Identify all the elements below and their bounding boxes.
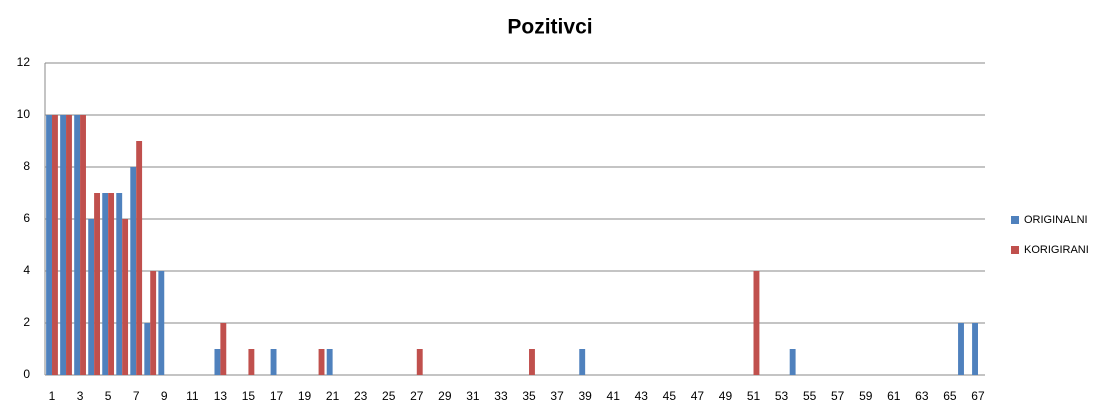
x-tick-label: 7 — [133, 389, 140, 403]
bar — [318, 349, 325, 375]
x-tick-label: 13 — [214, 389, 228, 403]
bar — [248, 349, 255, 375]
y-tick-label: 4 — [23, 263, 30, 277]
x-tick-label: 43 — [635, 389, 649, 403]
bar — [529, 349, 535, 375]
bar — [122, 219, 129, 375]
y-tick-label: 6 — [23, 211, 30, 225]
bar — [88, 219, 95, 375]
x-tick-label: 31 — [466, 389, 480, 403]
bar — [789, 349, 796, 375]
x-tick-label: 39 — [578, 389, 592, 403]
x-tick-label: 53 — [775, 389, 789, 403]
x-tick-label: 17 — [270, 389, 284, 403]
bar — [52, 115, 58, 375]
bar — [972, 323, 978, 375]
x-tick-label: 25 — [382, 389, 396, 403]
bar — [94, 193, 100, 375]
x-tick-label: 1 — [49, 389, 56, 403]
x-tick-label: 55 — [803, 389, 817, 403]
bar — [66, 115, 72, 375]
x-tick-label: 23 — [354, 389, 368, 403]
x-tick-label: 11 — [186, 389, 199, 403]
x-tick-label: 61 — [887, 389, 901, 403]
y-tick-label: 0 — [23, 367, 30, 381]
legend-swatch — [1011, 246, 1019, 254]
x-tick-label: 15 — [242, 389, 256, 403]
y-tick-label: 2 — [23, 315, 30, 329]
x-tick-label: 45 — [663, 389, 677, 403]
y-tick-label: 12 — [17, 55, 31, 69]
x-tick-label: 57 — [831, 389, 845, 403]
bar — [116, 193, 123, 375]
bar — [136, 141, 143, 375]
legend-label: ORIGINALNI — [1024, 214, 1088, 226]
chart-title: Pozitivci — [507, 16, 592, 39]
x-tick-label: 67 — [971, 389, 985, 403]
bar — [150, 271, 157, 375]
bar — [60, 115, 67, 375]
y-tick-label: 8 — [23, 159, 30, 173]
bar — [214, 349, 221, 375]
x-tick-label: 9 — [161, 389, 168, 403]
x-tick-label: 3 — [77, 389, 84, 403]
x-tick-label: 59 — [859, 389, 873, 403]
x-tick-label: 41 — [607, 389, 621, 403]
x-tick-label: 65 — [943, 389, 957, 403]
bar — [579, 349, 586, 375]
bar — [958, 323, 964, 375]
x-tick-label: 49 — [719, 389, 733, 403]
bar — [102, 193, 109, 375]
x-tick-label: 19 — [298, 389, 312, 403]
bar — [416, 349, 423, 375]
x-tick-label: 21 — [326, 389, 340, 403]
x-tick-label: 63 — [915, 389, 929, 403]
bar — [326, 349, 333, 375]
x-tick-label: 51 — [747, 389, 761, 403]
x-tick-label: 29 — [438, 389, 452, 403]
bar — [753, 271, 760, 375]
bar — [270, 349, 277, 375]
bar — [74, 115, 81, 375]
bar — [220, 323, 227, 375]
y-tick-label: 10 — [17, 107, 31, 121]
bar — [144, 323, 151, 375]
bar — [108, 193, 115, 375]
x-tick-label: 47 — [691, 389, 705, 403]
bar — [130, 167, 137, 375]
bar — [158, 271, 165, 375]
x-tick-label: 27 — [410, 389, 424, 403]
legend-label: KORIGIRANI — [1024, 244, 1089, 256]
legend-swatch — [1011, 216, 1019, 224]
x-tick-label: 35 — [522, 389, 536, 403]
bar — [80, 115, 86, 375]
x-tick-label: 37 — [550, 389, 564, 403]
x-tick-label: 33 — [494, 389, 508, 403]
bar — [46, 115, 53, 375]
x-tick-label: 5 — [105, 389, 112, 403]
